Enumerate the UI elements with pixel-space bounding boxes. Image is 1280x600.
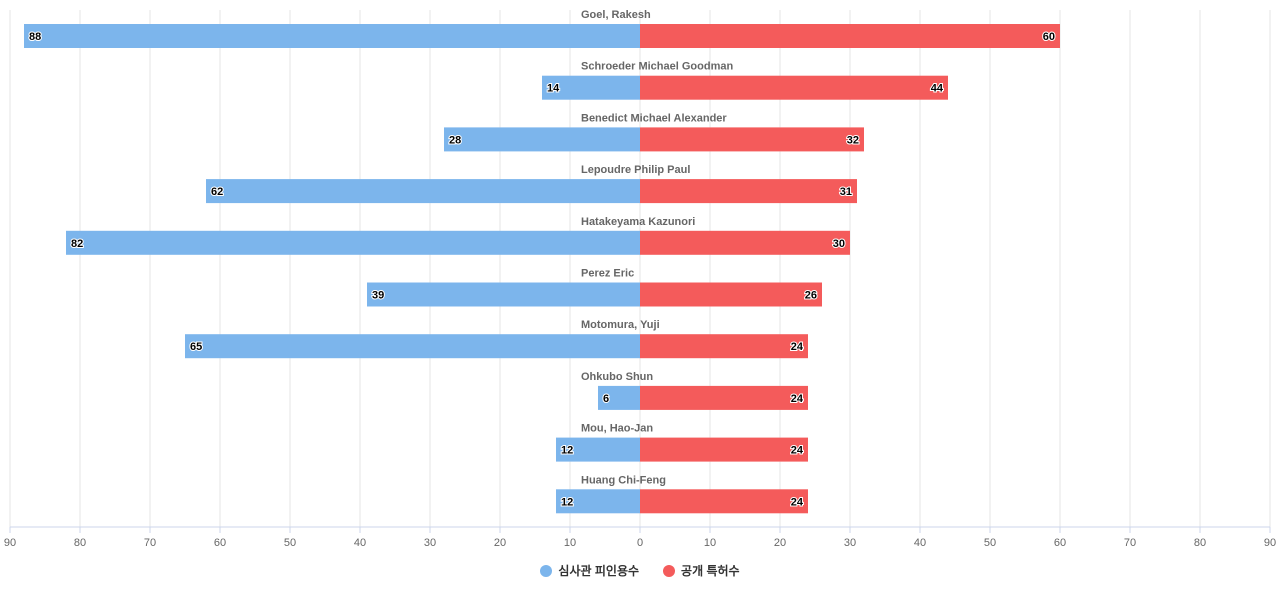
value-label-cited: 12 bbox=[561, 445, 573, 457]
value-label-patents: 24 bbox=[791, 496, 804, 508]
category-label: Ohkubo Shun bbox=[581, 371, 653, 383]
value-label-cited: 39 bbox=[372, 290, 384, 302]
category-label: Lepoudre Philip Paul bbox=[581, 164, 690, 176]
value-label-patents: 31 bbox=[840, 186, 852, 198]
bar-patents[interactable] bbox=[640, 179, 857, 204]
category-label: Hatakeyama Kazunori bbox=[581, 216, 695, 228]
bar-cited[interactable] bbox=[367, 282, 640, 307]
x-tick-label: 40 bbox=[354, 537, 366, 549]
bar-cited[interactable] bbox=[542, 75, 640, 100]
x-tick-label: 0 bbox=[637, 537, 643, 549]
x-tick-label: 50 bbox=[284, 537, 296, 549]
bar-patents[interactable] bbox=[640, 437, 808, 462]
legend-item-cited[interactable]: 심사관 피인용수 bbox=[540, 562, 639, 579]
legend-label-patents: 공개 특허수 bbox=[681, 564, 740, 578]
value-label-cited: 12 bbox=[561, 496, 573, 508]
value-label-patents: 32 bbox=[847, 134, 859, 146]
value-label-patents: 26 bbox=[805, 290, 817, 302]
value-label-patents: 24 bbox=[791, 341, 804, 353]
value-label-cited: 14 bbox=[547, 83, 560, 95]
value-label-patents: 60 bbox=[1043, 31, 1055, 43]
value-label-patents: 24 bbox=[791, 445, 804, 457]
bar-patents[interactable] bbox=[640, 334, 808, 359]
x-tick-label: 90 bbox=[1264, 537, 1276, 549]
bar-cited[interactable] bbox=[556, 489, 640, 514]
category-label: Benedict Michael Alexander bbox=[581, 112, 727, 124]
value-label-patents: 44 bbox=[931, 83, 944, 95]
x-tick-label: 50 bbox=[984, 537, 996, 549]
bars bbox=[24, 24, 1060, 514]
category-label: Mou, Hao-Jan bbox=[581, 423, 653, 435]
bar-patents[interactable] bbox=[640, 230, 850, 255]
x-tick-label: 80 bbox=[1194, 537, 1206, 549]
x-tick-label: 10 bbox=[564, 537, 576, 549]
bar-cited[interactable] bbox=[556, 437, 640, 462]
x-tick-label: 70 bbox=[1124, 537, 1136, 549]
bar-patents[interactable] bbox=[640, 489, 808, 514]
x-tick-label: 10 bbox=[704, 537, 716, 549]
bar-patents[interactable] bbox=[640, 127, 864, 152]
legend-marker-cited bbox=[540, 564, 553, 577]
labels: Goel, Rakesh 88 60 Schroeder Michael Goodma… bbox=[28, 9, 1056, 509]
value-label-cited: 6 bbox=[603, 393, 609, 405]
x-tick-label: 70 bbox=[144, 537, 156, 549]
value-label-cited: 65 bbox=[190, 341, 202, 353]
bar-patents[interactable] bbox=[640, 282, 822, 307]
bar-patents[interactable] bbox=[640, 75, 948, 100]
category-label: Perez Eric bbox=[581, 268, 634, 280]
category-label: Motomura, Yuji bbox=[581, 319, 660, 331]
x-tick-label: 30 bbox=[844, 537, 856, 549]
x-tick-label: 60 bbox=[214, 537, 226, 549]
bar-cited[interactable] bbox=[185, 334, 640, 359]
bar-cited[interactable] bbox=[444, 127, 640, 152]
value-label-cited: 62 bbox=[211, 186, 223, 198]
category-label: Huang Chi-Feng bbox=[581, 474, 666, 486]
category-label: Goel, Rakesh bbox=[581, 9, 651, 21]
x-tick-label: 30 bbox=[424, 537, 436, 549]
value-label-cited: 88 bbox=[29, 31, 41, 43]
x-axis: 90 80 70 60 50 40 30 20 10 0 10 20 30 40 50 60 70 80 90 bbox=[4, 526, 1276, 549]
bar-cited[interactable] bbox=[598, 385, 640, 410]
x-tick-label: 60 bbox=[1054, 537, 1066, 549]
legend-item-patents[interactable]: 공개 특허수 bbox=[663, 562, 740, 579]
bar-patents[interactable] bbox=[640, 24, 1060, 48]
value-label-cited: 28 bbox=[449, 134, 461, 146]
bar-patents[interactable] bbox=[640, 385, 808, 410]
value-label-patents: 30 bbox=[833, 238, 845, 250]
value-label-patents: 24 bbox=[791, 393, 804, 405]
bar-cited[interactable] bbox=[206, 179, 640, 204]
legend-label-cited: 심사관 피인용수 bbox=[558, 564, 640, 578]
x-tick-label: 40 bbox=[914, 537, 926, 549]
x-tick-label: 20 bbox=[774, 537, 786, 549]
value-label-cited: 82 bbox=[71, 238, 83, 250]
x-tick-label: 80 bbox=[74, 537, 86, 549]
bar-cited[interactable] bbox=[24, 24, 640, 48]
legend-marker-patents bbox=[663, 564, 676, 577]
x-tick-label: 90 bbox=[4, 537, 16, 549]
category-label: Schroeder Michael Goodman bbox=[581, 61, 733, 73]
bar-cited[interactable] bbox=[66, 230, 640, 255]
x-tick-label: 20 bbox=[494, 537, 506, 549]
legend: 심사관 피인용수 공개 특허수 bbox=[0, 562, 1280, 579]
